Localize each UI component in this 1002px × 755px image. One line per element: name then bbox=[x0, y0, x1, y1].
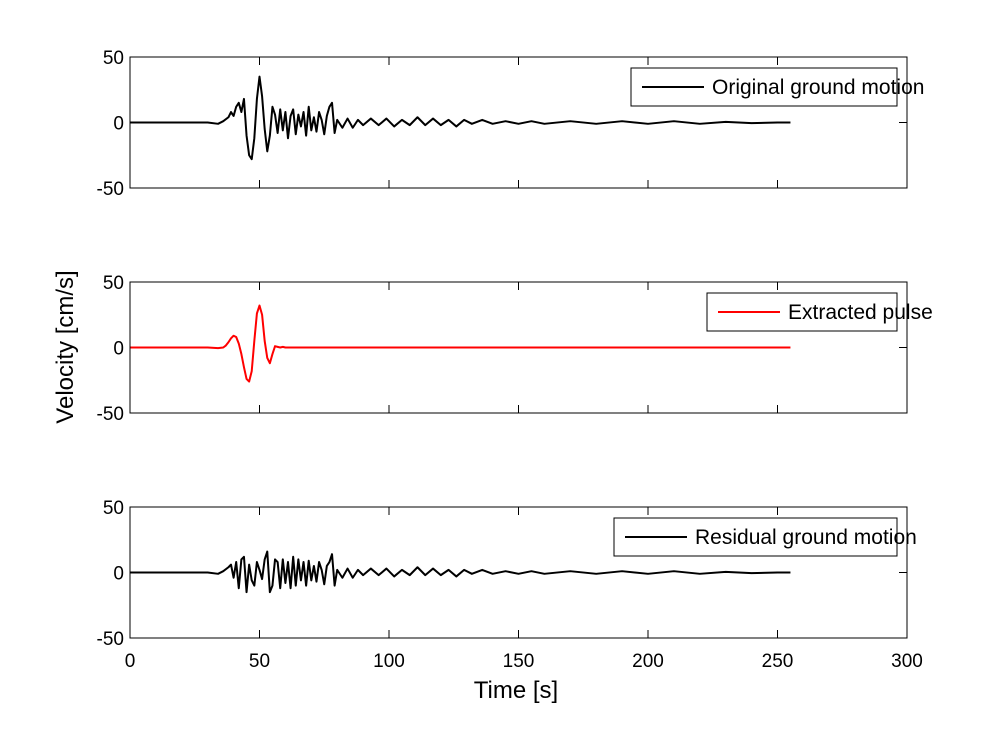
x-tick-label: 100 bbox=[373, 651, 405, 672]
x-tick-label: 50 bbox=[249, 651, 270, 672]
series-line-original bbox=[130, 75, 791, 161]
legend-label-original: Original ground motion bbox=[712, 76, 924, 99]
plot-area-residual bbox=[129, 506, 908, 639]
y-tick-label: 0 bbox=[113, 564, 124, 585]
y-axis-label: Velocity [cm/s] bbox=[52, 270, 79, 423]
y-tick-label: 50 bbox=[103, 48, 124, 69]
y-tick-label: 0 bbox=[113, 114, 124, 135]
y-tick-label: -50 bbox=[97, 629, 124, 650]
y-tick-label: 50 bbox=[103, 273, 124, 294]
y-tick-label: -50 bbox=[97, 404, 124, 425]
x-tick-label: 200 bbox=[632, 651, 664, 672]
plot-area-original bbox=[129, 56, 908, 189]
legend-extracted: Extracted pulse bbox=[706, 292, 933, 332]
legend-residual: Residual ground motion bbox=[613, 517, 917, 557]
legend-original: Original ground motion bbox=[630, 67, 924, 107]
legend-label-residual: Residual ground motion bbox=[695, 526, 917, 549]
x-tick-label: 0 bbox=[125, 651, 136, 672]
y-tick-label: -50 bbox=[97, 179, 124, 200]
series-line-extracted bbox=[130, 304, 791, 383]
x-tick-label: 250 bbox=[762, 651, 794, 672]
y-tick-label: 50 bbox=[103, 498, 124, 519]
x-tick-label: 150 bbox=[503, 651, 535, 672]
x-tick-label: 300 bbox=[891, 651, 923, 672]
plot-area-extracted bbox=[129, 281, 908, 414]
series-line-residual bbox=[130, 550, 791, 594]
x-axis-label: Time [s] bbox=[474, 677, 558, 704]
panel-extracted: -50 0 50 Extracted pulse bbox=[97, 273, 933, 425]
panel-original: -50 0 50 Original ground motion bbox=[97, 48, 925, 200]
y-tick-label: 0 bbox=[113, 339, 124, 360]
legend-label-extracted: Extracted pulse bbox=[788, 301, 933, 324]
